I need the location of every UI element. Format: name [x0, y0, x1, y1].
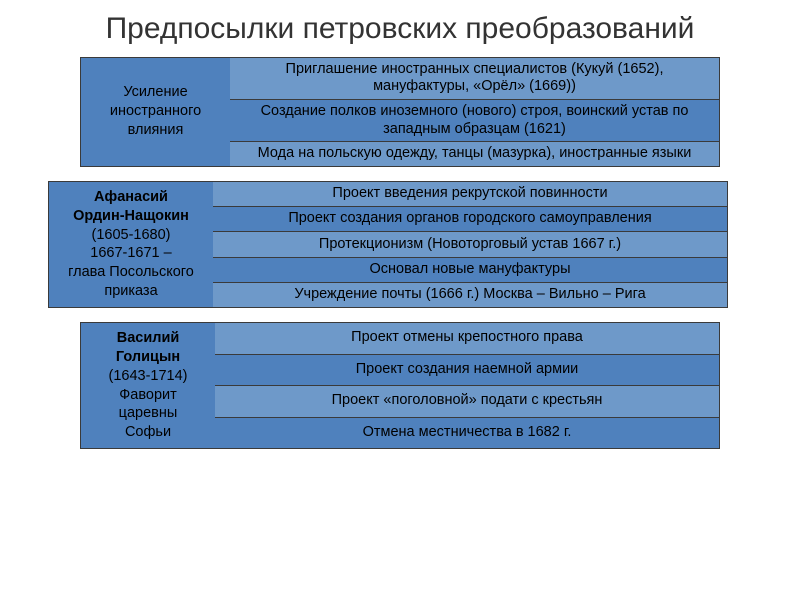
block-side: Василий Голицын (1643-1714) Фаворит царе… [80, 322, 215, 449]
side-line: Василий [117, 329, 180, 348]
side-line: Софьи [125, 423, 171, 442]
row-item: Мода на польскую одежду, танцы (мазурка)… [230, 142, 720, 167]
row-item: Создание полков иноземного (нового) стро… [230, 100, 720, 142]
block-rows: Проект введения рекрутской повинности Пр… [213, 181, 728, 308]
block-rows: Приглашение иностранных специалистов (Ку… [230, 57, 720, 167]
side-line: глава Посольского [68, 263, 194, 282]
page-title: Предпосылки петровских преобразований [0, 0, 800, 57]
side-line: царевны [119, 404, 178, 423]
block-ordin-nashchokin: Афанасий Ордин-Нащокин (1605-1680) 1667-… [48, 181, 728, 308]
block-foreign-influence: Усиление иностранного влияния Приглашени… [80, 57, 720, 167]
block-rows: Проект отмены крепостного права Проект с… [215, 322, 720, 449]
side-line: Афанасий [94, 188, 168, 207]
side-line: Ордин-Нащокин [73, 207, 189, 226]
row-item: Учреждение почты (1666 г.) Москва – Виль… [213, 283, 728, 308]
side-line: Фаворит [119, 386, 177, 405]
side-line: иностранного [110, 102, 201, 121]
row-item: Проект создания органов городского самоу… [213, 207, 728, 232]
row-item: Проект создания наемной армии [215, 355, 720, 387]
row-item: Проект отмены крепостного права [215, 322, 720, 355]
row-item: Проект «поголовной» подати с крестьян [215, 386, 720, 418]
side-line: 1667-1671 – [90, 244, 171, 263]
row-item: Проект введения рекрутской повинности [213, 181, 728, 207]
side-line: (1643-1714) [109, 367, 188, 386]
side-line: (1605-1680) [92, 226, 171, 245]
block-side: Усиление иностранного влияния [80, 57, 230, 167]
side-line: Усиление [123, 83, 187, 102]
side-line: влияния [128, 121, 184, 140]
block-side: Афанасий Ордин-Нащокин (1605-1680) 1667-… [48, 181, 213, 308]
block-golitsyn: Василий Голицын (1643-1714) Фаворит царе… [80, 322, 720, 449]
side-line: приказа [104, 282, 157, 301]
side-line: Голицын [116, 348, 180, 367]
row-item: Протекционизм (Новоторговый устав 1667 г… [213, 232, 728, 257]
row-item: Основал новые мануфактуры [213, 258, 728, 283]
row-item: Приглашение иностранных специалистов (Ку… [230, 57, 720, 100]
row-item: Отмена местничества в 1682 г. [215, 418, 720, 450]
